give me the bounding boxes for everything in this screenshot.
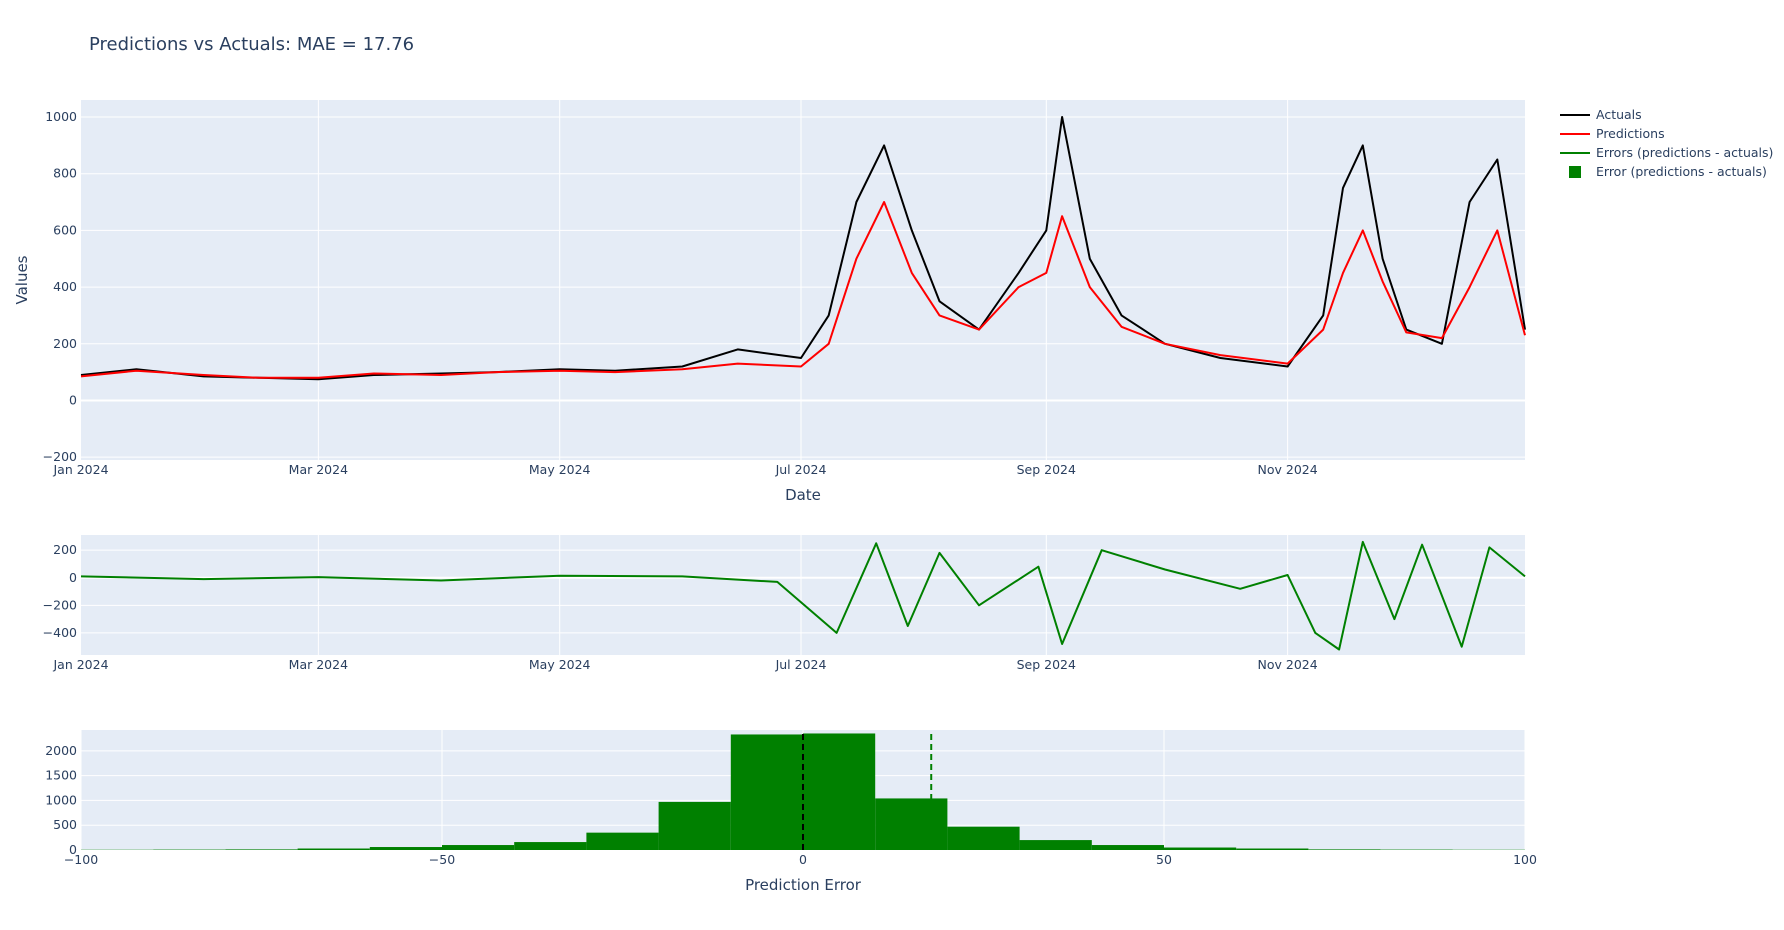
histogram-bar: [297, 848, 370, 850]
y-tick-label: 200: [53, 336, 77, 351]
y-tick-label: 500: [53, 817, 77, 832]
y-tick-label: 2000: [45, 743, 77, 758]
histogram-bar: [369, 847, 442, 850]
x-tick-label: Nov 2024: [1258, 462, 1318, 477]
y-tick-label: 1000: [45, 792, 77, 807]
histogram-bar: [586, 832, 659, 850]
histogram-bar: [1019, 840, 1092, 850]
y-tick-label: 1000: [45, 109, 77, 124]
legend-label: Errors (predictions - actuals): [1596, 145, 1773, 160]
histogram-bar: [1164, 847, 1237, 850]
x-tick-label: −100: [64, 852, 98, 867]
panel3-histogram-bars: [81, 733, 1525, 850]
histogram-bar: [225, 849, 298, 850]
panel2-x-ticks: Jan 2024 Mar 2024 May 2024 Jul 2024 Sep 2024…: [52, 657, 1317, 672]
y-tick-label: 800: [53, 166, 77, 181]
legend-item[interactable]: Actuals: [1560, 107, 1642, 122]
y-tick-label: 0: [69, 392, 77, 407]
panel1-gridlines: [81, 100, 1525, 460]
x-tick-label: −50: [429, 852, 455, 867]
x-tick-label: Sep 2024: [1017, 462, 1076, 477]
histogram-bar: [730, 734, 803, 850]
histogram-bar: [1091, 845, 1164, 850]
y-tick-label: −200: [43, 597, 77, 612]
histogram-bar: [947, 826, 1020, 850]
legend-item[interactable]: Predictions: [1560, 126, 1665, 141]
x-tick-label: Mar 2024: [289, 462, 348, 477]
chart-title: Predictions vs Actuals: MAE = 17.76: [89, 34, 414, 55]
legend[interactable]: Actuals Predictions Errors (predictions - …: [1560, 107, 1773, 179]
x-tick-label: 0: [799, 852, 807, 867]
histogram-bar: [1308, 849, 1381, 850]
x-tick-label: Jan 2024: [52, 657, 108, 672]
series-line-predictions: [80, 201, 1526, 379]
legend-item[interactable]: Error (predictions - actuals): [1569, 164, 1767, 179]
panel3-y-ticks: 0 500 1000 1500 2000: [45, 743, 77, 857]
histogram-bar: [514, 842, 587, 850]
y-tick-label: 600: [53, 222, 77, 237]
y-tick-label: 400: [53, 279, 77, 294]
y-tick-label: −400: [43, 625, 77, 640]
histogram-bar: [803, 733, 876, 850]
y-tick-label: 0: [69, 570, 77, 585]
y-tick-label: 200: [53, 542, 77, 557]
x-tick-label: Sep 2024: [1017, 657, 1076, 672]
legend-item[interactable]: Errors (predictions - actuals): [1560, 145, 1773, 160]
legend-label: Error (predictions - actuals): [1596, 164, 1767, 179]
x-tick-label: May 2024: [529, 657, 591, 672]
histogram-bar: [658, 801, 731, 850]
x-tick-label: Jul 2024: [775, 657, 827, 672]
panel3-x-axis-label: Prediction Error: [745, 876, 862, 894]
error-histogram-panel[interactable]: 0 500 1000 1500 2000 −100 −50 0 50 100 Predictio…: [45, 730, 1537, 894]
y-tick-label: 1500: [45, 768, 77, 783]
panel2-series: [80, 540, 1526, 651]
histogram-bar: [875, 798, 948, 850]
x-tick-label: 100: [1513, 852, 1537, 867]
panel1-x-ticks: Jan 2024 Mar 2024 May 2024 Jul 2024 Sep 2024…: [52, 462, 1317, 477]
panel1-x-axis-label: Date: [785, 486, 821, 504]
legend-square-swatch: [1569, 166, 1581, 178]
histogram-bar: [442, 845, 515, 850]
panel1-y-axis-label: Values: [13, 255, 31, 304]
time-series-panel[interactable]: −200 0 200 400 600 800 1000 Jan 2024 Mar 2024 Ma…: [13, 100, 1526, 504]
panel1-series: [80, 116, 1526, 381]
x-tick-label: Jul 2024: [775, 462, 827, 477]
x-tick-label: Nov 2024: [1258, 657, 1318, 672]
panel1-y-ticks: −200 0 200 400 600 800 1000: [43, 109, 77, 464]
y-tick-label: 0: [69, 842, 77, 857]
panel2-plot-area: [81, 535, 1525, 655]
x-tick-label: 50: [1156, 852, 1172, 867]
x-tick-label: May 2024: [529, 462, 591, 477]
histogram-bar: [1236, 848, 1309, 850]
panel3-x-ticks: −100 −50 0 50 100: [64, 852, 1537, 867]
panel1-plot-area: [81, 100, 1525, 460]
y-tick-label: −200: [43, 449, 77, 464]
error-time-series-panel[interactable]: −400 −200 0 200 Jan 2024 Mar 2024 May 2024 Jul…: [43, 535, 1526, 672]
panel2-y-ticks: −400 −200 0 200: [43, 542, 77, 640]
legend-label: Predictions: [1596, 126, 1665, 141]
series-line-errors-predictions-actuals-: [80, 540, 1526, 651]
x-tick-label: Mar 2024: [289, 657, 348, 672]
x-tick-label: Jan 2024: [52, 462, 108, 477]
legend-label: Actuals: [1596, 107, 1642, 122]
